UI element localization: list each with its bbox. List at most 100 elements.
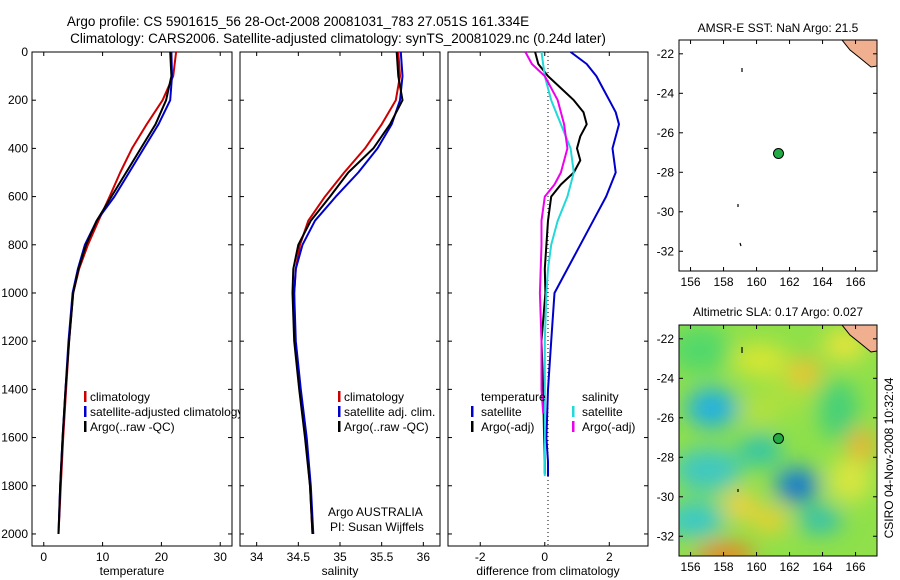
y-tick-label: -28 [657,450,675,464]
y-tick-label: 2000 [1,527,28,541]
legend-sal-satellite-swatch [572,406,575,417]
salinity-panel: 34 34.5 35 35.5 36 salinity climatology sate… [239,51,441,578]
series-line-argo [291,52,404,535]
legend-temp-argo-label: Argo(-adj) [481,420,534,434]
y-tick-label: 1200 [1,334,28,348]
temperature-axes-box [31,51,233,547]
float-position-marker [772,433,784,445]
y-tick-label: 200 [8,93,28,107]
y-tick-label: -30 [657,490,675,504]
legend-satellite-swatch [338,406,341,417]
difference-xlabel: difference from climatology [476,564,619,578]
legend-climatology-swatch [84,391,87,402]
x-tick-label: 158 [714,275,734,289]
legend-sal-argo-swatch [572,421,575,432]
legend-satellite-label: satellite adj. clim. [344,405,435,419]
salinity-axes-box [239,51,441,547]
series-line-satellite [545,52,620,477]
sst-map-title: AMSR-E SST: NaN Argo: 21.5 [698,21,859,35]
x-tick-label: 10 [96,550,110,564]
legend-temperature-header: temperature [481,390,546,404]
x-tick-label: 2 [606,550,613,564]
salinity-profiles [291,52,404,535]
x-tick-label: 156 [681,560,701,574]
x-tick-label: 158 [714,560,734,574]
coastline-land [841,325,877,353]
x-tick-label: 36 [417,550,431,564]
x-tick-label: 164 [813,560,833,574]
program-annotation: Argo AUSTRALIA [328,505,423,519]
temperature-panel: 0 10 20 30 0 200 400 600 800 1000 1200 1400 1600 1800… [1,45,243,578]
y-tick-label: -32 [657,244,675,258]
sla-map-ticks: 156 158 160 162 164 166 -22 -24 -26 -28 -30 -32 [657,325,877,574]
y-tick-label: -24 [657,371,675,385]
legend-sal-argo-label: Argo(-adj) [582,420,635,434]
legend-argo-label: Argo(..raw -QC) [90,420,175,434]
sla-map-title: Altimetric SLA: 0.17 Argo: 0.027 [693,305,863,319]
x-tick-label: 164 [813,275,833,289]
sst-map-ticks: 156 158 160 162 164 166 -22 -24 -26 -28 -30 -32 [657,40,877,289]
y-tick-label: -30 [657,205,675,219]
x-tick-label: 162 [780,560,800,574]
x-tick-label: -2 [475,550,486,564]
coastline-islands [737,68,743,247]
sla-map-panel: Altimetric SLA: 0.17 Argo: 0.027 [657,305,878,574]
salinity-xlabel: salinity [322,564,359,578]
legend-salinity-header: salinity [582,390,619,404]
y-tick-label: 1400 [1,382,28,396]
coastline-islands [737,347,743,492]
x-tick-label: 34 [250,550,264,564]
series-line-argo_salinity [524,52,569,414]
y-tick-label: -24 [657,86,675,100]
x-tick-label: 0 [40,550,47,564]
y-tick-label: 1600 [1,431,28,445]
legend-argo-swatch [338,421,341,432]
legend-climatology-swatch [338,391,341,402]
difference-panel: -2 0 2 difference from climatology tempera… [447,51,649,578]
legend-argo-swatch [84,421,87,432]
legend-argo-label: Argo(..raw -QC) [344,420,429,434]
y-tick-label: 1800 [1,479,28,493]
x-tick-label: 20 [155,550,169,564]
y-tick-label: 400 [8,141,28,155]
legend-satellite-swatch [84,406,87,417]
legend-sal-satellite-label: satellite [582,405,623,419]
legend-satellite-label: satellite-adjusted climatology [90,405,243,419]
legend-climatology-label: climatology [90,390,150,404]
x-tick-label: 156 [681,275,701,289]
difference-ticks: -2 0 2 [448,51,648,564]
y-tick-label: 800 [8,238,28,252]
y-tick-label: -26 [657,411,675,425]
series-line-argo [57,52,173,535]
temperature-ticks: 0 10 20 30 0 200 400 600 800 1000 1200 1400 1600 1800… [1,45,232,564]
sst-map-panel: AMSR-E SST: NaN Argo: 21.5 156 158 160 162 1… [657,21,878,289]
x-tick-label: 34.5 [287,550,311,564]
x-tick-label: 166 [846,560,866,574]
y-tick-label: 0 [21,45,28,59]
legend-temp-argo-swatch [471,421,474,432]
salinity-legend: climatology satellite adj. clim. Argo(..… [338,390,435,434]
series-line-satellite_salinity [540,52,575,477]
side-timestamp-label: CSIRO 04-Nov-2008 10:32:04 [882,377,896,538]
x-tick-label: 0 [541,550,548,564]
y-tick-label: -32 [657,529,675,543]
difference-legend: temperature satellite Argo(-adj) salinit… [471,390,635,434]
sla-heatmap [679,325,877,556]
legend-temp-satellite-label: satellite [481,405,522,419]
x-tick-label: 30 [214,550,228,564]
temperature-xlabel: temperature [100,564,165,578]
y-tick-label: 1000 [1,286,28,300]
x-tick-label: 160 [747,560,767,574]
x-tick-label: 162 [780,275,800,289]
x-tick-label: 35 [333,550,347,564]
salinity-ticks: 34 34.5 35 35.5 36 [240,51,440,564]
float-position-marker [772,148,784,160]
y-tick-label: -28 [657,165,675,179]
figure-title-line-2: Climatology: CARS2006. Satellite-adjuste… [70,31,606,46]
sla-map-axes-box [678,324,878,557]
pi-annotation: PI: Susan Wijffels [330,520,424,534]
legend-climatology-label: climatology [344,390,404,404]
figure-title-line-1: Argo profile: CS 5901615_56 28-Oct-2008 … [67,14,529,29]
legend-temp-satellite-swatch [471,406,474,417]
y-tick-label: -26 [657,126,675,140]
